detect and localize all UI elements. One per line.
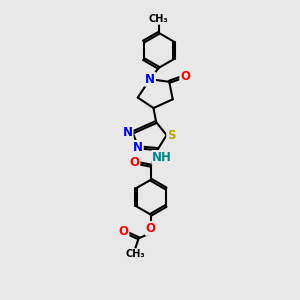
Text: O: O [118, 225, 128, 238]
Text: N: N [133, 141, 143, 154]
Text: O: O [129, 156, 140, 169]
Text: O: O [180, 70, 190, 83]
Text: O: O [146, 222, 156, 235]
Text: CH₃: CH₃ [125, 249, 145, 259]
Text: S: S [167, 129, 176, 142]
Text: N: N [123, 126, 133, 139]
Text: CH₃: CH₃ [149, 14, 169, 24]
Text: N: N [145, 73, 155, 86]
Text: NH: NH [152, 151, 172, 164]
